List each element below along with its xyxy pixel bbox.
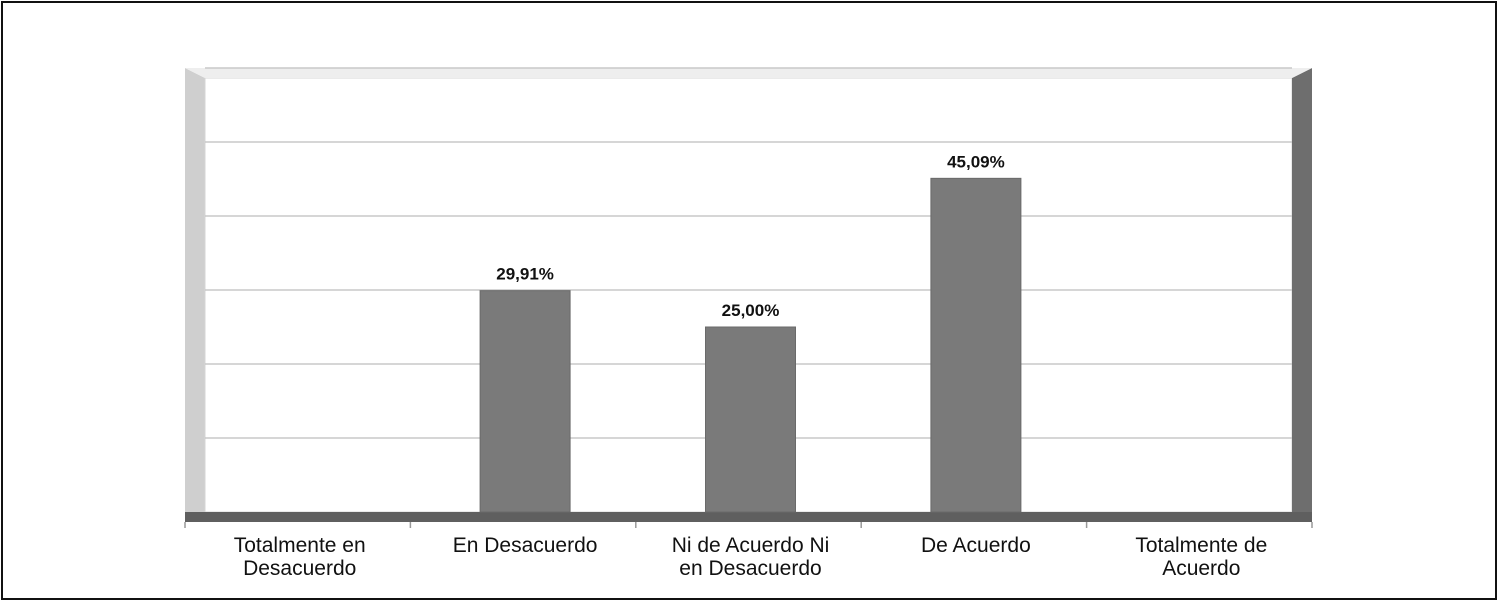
category-label: en Desacuerdo: [679, 557, 821, 580]
category-label: Totalmente en: [234, 534, 366, 557]
category-label: Totalmente de: [1135, 534, 1267, 557]
data-label: 45,09%: [947, 152, 1005, 171]
category-label: En Desacuerdo: [453, 534, 598, 557]
category-label: De Acuerdo: [921, 534, 1031, 557]
bar: [705, 326, 796, 513]
data-label: 25,00%: [722, 301, 780, 320]
data-label: 29,91%: [496, 265, 554, 284]
data-labels: 29,91% 25,00% 45,09%: [496, 152, 1004, 320]
chart-walls: [185, 68, 1312, 522]
bar: [930, 177, 1022, 513]
category-label: Desacuerdo: [243, 557, 356, 580]
right-wall: [1292, 68, 1312, 522]
floor: [185, 512, 1312, 522]
top-wall-edge: [185, 68, 1312, 78]
left-wall: [185, 68, 205, 522]
bar: [479, 290, 571, 513]
category-label: Ni de Acuerdo Ni: [672, 534, 830, 557]
category-label: Acuerdo: [1162, 557, 1240, 580]
bars: [479, 177, 1022, 513]
